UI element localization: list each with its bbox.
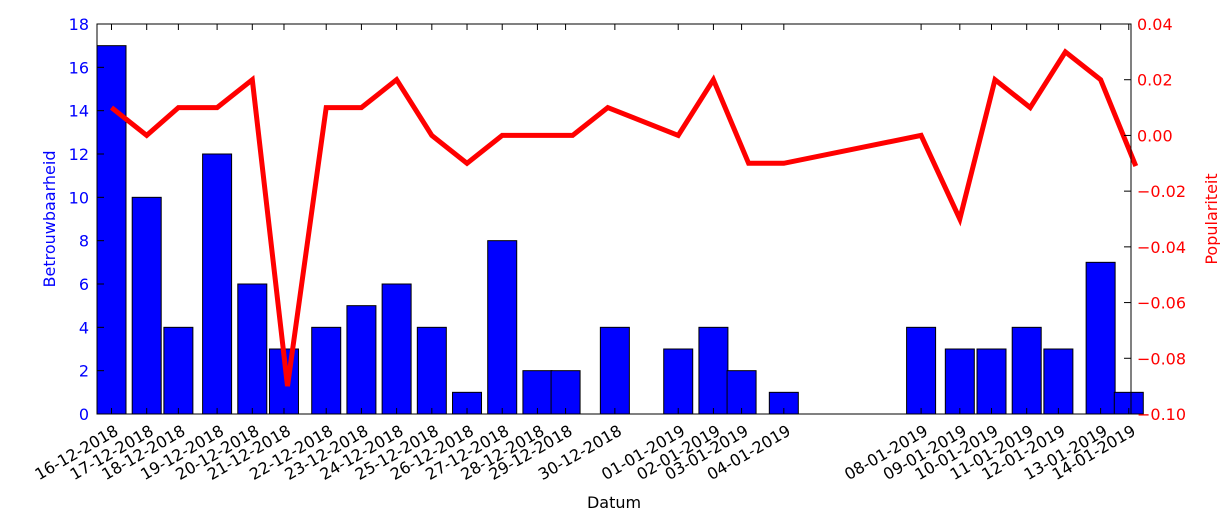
left-tick-label: 12 (69, 145, 89, 164)
bar-23-12-2018 (346, 305, 377, 415)
bar-02-01-2019 (698, 326, 729, 415)
bar-24-12-2018 (381, 283, 412, 415)
bar-25-12-2018 (416, 326, 447, 415)
bar-10-01-2019 (976, 348, 1007, 415)
left-tick-label: 10 (69, 188, 89, 207)
bar-12-01-2019 (1043, 348, 1074, 415)
plot-frame (96, 23, 1132, 415)
bar-29-12-2018 (550, 370, 581, 415)
bar-22-12-2018 (311, 326, 342, 415)
x-axis-title: Datum (587, 493, 641, 512)
bar-17-12-2018 (131, 196, 162, 415)
bar-08-01-2019 (906, 326, 937, 415)
bar-18-12-2018 (163, 326, 194, 415)
right-tick-label: 0.00 (1137, 126, 1173, 145)
right-tick-label: −0.08 (1137, 349, 1186, 368)
right-tick-label: −0.02 (1137, 182, 1186, 201)
right-tick-label: −0.04 (1137, 238, 1186, 257)
right-tick-label: 0.04 (1137, 15, 1173, 34)
left-axis: 0 2 4 6 8 10 12 14 16 18 (69, 15, 104, 424)
left-tick-label: 18 (69, 15, 89, 34)
right-axis: −0.10 −0.08 −0.06 −0.04 −0.02 0.00 0.02 0.04 (1124, 15, 1186, 424)
bar-03-01-2019 (726, 370, 757, 415)
bar-11-01-2019 (1011, 326, 1042, 415)
right-tick-label: 0.02 (1137, 71, 1173, 90)
right-tick-label: −0.06 (1137, 294, 1186, 313)
left-axis-title: Betrouwbaarheid (40, 151, 59, 288)
left-tick-label: 16 (69, 58, 89, 77)
right-tick-label: −0.10 (1137, 405, 1186, 424)
right-axis-title: Populariteit (1202, 173, 1220, 264)
left-tick-label: 4 (79, 318, 89, 337)
bar-20-12-2018 (237, 283, 268, 415)
left-tick-label: 8 (79, 232, 89, 251)
bar-13-01-2019 (1085, 261, 1116, 415)
bar-30-12-2018 (599, 326, 630, 415)
left-tick-label: 2 (79, 362, 89, 381)
bar-01-01-2019 (663, 348, 694, 415)
bar-19-12-2018 (202, 153, 233, 415)
left-tick-label: 6 (79, 275, 89, 294)
line-series (109, 48, 1139, 387)
populariteit-line (109, 48, 1139, 387)
left-tick-label: 0 (79, 405, 89, 424)
bar-28-12-2018 (522, 370, 553, 415)
bar-27-12-2018 (487, 240, 518, 415)
bar-16-12-2018 (96, 45, 127, 415)
x-axis: 16-12-201817-12-201818-12-201819-12-2018… (31, 24, 1139, 484)
left-tick-label: 14 (69, 102, 89, 121)
bar-09-01-2019 (944, 348, 975, 415)
